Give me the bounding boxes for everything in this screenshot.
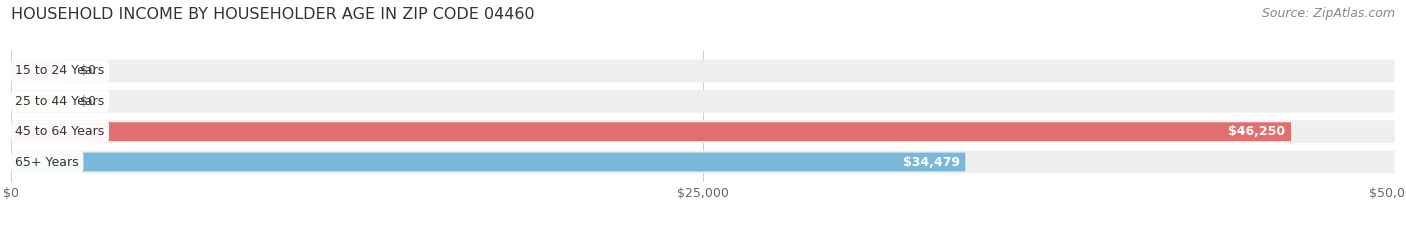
Text: $34,479: $34,479 — [903, 155, 960, 168]
Text: 15 to 24 Years: 15 to 24 Years — [15, 65, 104, 78]
FancyBboxPatch shape — [11, 120, 1395, 143]
FancyBboxPatch shape — [11, 122, 1291, 141]
FancyBboxPatch shape — [11, 153, 966, 171]
Text: $0: $0 — [80, 95, 97, 108]
FancyBboxPatch shape — [11, 90, 1395, 113]
FancyBboxPatch shape — [11, 92, 63, 111]
FancyBboxPatch shape — [11, 62, 63, 80]
Text: HOUSEHOLD INCOME BY HOUSEHOLDER AGE IN ZIP CODE 04460: HOUSEHOLD INCOME BY HOUSEHOLDER AGE IN Z… — [11, 7, 534, 22]
Text: Source: ZipAtlas.com: Source: ZipAtlas.com — [1261, 7, 1395, 20]
Text: $0: $0 — [80, 65, 97, 78]
FancyBboxPatch shape — [11, 60, 1395, 82]
Text: 25 to 44 Years: 25 to 44 Years — [15, 95, 104, 108]
Text: 45 to 64 Years: 45 to 64 Years — [15, 125, 104, 138]
FancyBboxPatch shape — [11, 151, 1395, 173]
Text: 65+ Years: 65+ Years — [15, 155, 79, 168]
Text: $46,250: $46,250 — [1229, 125, 1285, 138]
